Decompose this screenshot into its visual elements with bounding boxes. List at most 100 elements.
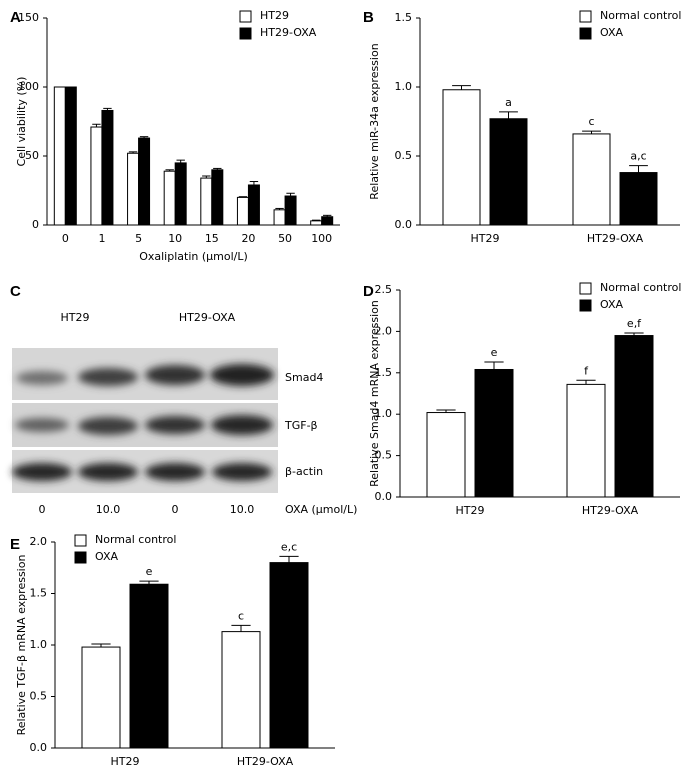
error-bar — [91, 643, 111, 648]
y-tick-label: 2.0 — [375, 324, 393, 337]
bar — [90, 126, 103, 226]
x-tick-label: 100 — [311, 232, 332, 245]
bar — [127, 152, 140, 226]
y-tick-label: 0.0 — [395, 218, 413, 231]
bar — [474, 368, 514, 498]
panel-letter: E — [10, 536, 20, 553]
band — [211, 415, 273, 435]
y-tick-label: 2.0 — [30, 535, 48, 548]
dose-label: 0 — [172, 503, 179, 516]
bar — [572, 133, 611, 226]
annotation: e — [491, 346, 498, 359]
panel-letter: C — [10, 283, 21, 300]
y-tick-label: 0.0 — [30, 741, 48, 754]
bar — [566, 383, 606, 498]
error-bar — [202, 175, 211, 179]
panel-letter: A — [10, 9, 21, 26]
x-axis-title: Oxaliplatin (μmol/L) — [139, 250, 248, 263]
x-tick-label: 15 — [205, 232, 219, 245]
band — [16, 371, 68, 385]
annotation: a — [505, 96, 512, 109]
error-bar — [452, 85, 471, 90]
y-tick-label: 0.5 — [375, 449, 393, 462]
bar — [211, 169, 224, 226]
bar — [81, 646, 121, 749]
error-bar — [238, 196, 248, 198]
error-bar — [103, 107, 112, 111]
band — [78, 417, 138, 435]
x-tick-label: 0 — [62, 232, 69, 245]
band — [212, 463, 272, 481]
legend-label: OXA — [600, 26, 623, 39]
annotation: e,f — [627, 317, 642, 330]
error-bar — [484, 361, 504, 370]
y-axis-title: Relative Smad4 mRNA expression — [368, 300, 381, 487]
error-bar — [311, 219, 321, 221]
error-bar — [322, 214, 332, 217]
annotation: e,c — [281, 540, 297, 553]
annotation: c — [238, 609, 244, 622]
y-tick-label: 1.5 — [395, 11, 413, 24]
error-bar — [275, 207, 284, 210]
bar — [53, 86, 66, 226]
legend-swatch — [239, 10, 252, 23]
error-bar — [165, 169, 174, 172]
y-tick-label: 0.5 — [30, 690, 48, 703]
error-bar — [624, 332, 644, 336]
bar — [442, 89, 481, 226]
band — [145, 365, 205, 385]
bar — [426, 412, 466, 498]
x-tick-label: HT29 — [471, 232, 500, 245]
bar — [129, 583, 169, 749]
legend-label: OXA — [600, 298, 623, 311]
error-bar — [279, 555, 299, 563]
legend-swatch — [239, 27, 252, 40]
annotation: e — [146, 565, 153, 578]
band — [15, 418, 69, 432]
chart: D 0.0 0.5 1.0 1.5 2.0 2.5 Relative Smad4 mRNA e… — [363, 281, 681, 517]
blot-panel: C HT29 HT29-OXA Smad4 TGF-β β-actin 0 10… — [10, 283, 357, 516]
dose-title: OXA (μmol/L) — [285, 503, 357, 516]
y-tick-label: 0 — [32, 218, 39, 231]
dose-label: 0 — [39, 503, 46, 516]
bar — [101, 109, 114, 226]
error-bar — [499, 111, 518, 119]
error-bar — [213, 167, 222, 170]
x-tick-label: HT29 — [456, 504, 485, 517]
x-tick-label: HT29-OXA — [587, 232, 644, 245]
x-tick-label: HT29 — [111, 755, 140, 768]
legend-swatch — [74, 534, 87, 547]
band — [78, 463, 138, 481]
error-bar — [249, 181, 259, 185]
band — [12, 463, 72, 481]
y-tick-label: 1.0 — [375, 407, 393, 420]
bar — [236, 196, 249, 226]
panel-letter: B — [363, 9, 374, 26]
y-tick-label: 100 — [18, 80, 39, 93]
x-tick-label: 1 — [98, 232, 105, 245]
annotation: f — [584, 364, 589, 377]
legend-swatch — [579, 10, 592, 23]
legend-swatch — [579, 282, 592, 295]
error-bar — [92, 123, 101, 128]
bar — [163, 170, 176, 226]
panel-letter: D — [363, 283, 374, 300]
y-axis-title: Relative TGF-β mRNA expression — [15, 555, 28, 736]
y-tick-label: 1.5 — [375, 366, 393, 379]
bar — [138, 137, 151, 226]
error-bar — [128, 151, 138, 154]
y-tick-label: 1.0 — [395, 80, 413, 93]
legend-swatch — [74, 551, 87, 564]
error-bar — [576, 379, 596, 385]
row-label: Smad4 — [285, 371, 323, 384]
y-tick-label: 2.5 — [375, 283, 393, 296]
error-bar — [629, 165, 648, 173]
bar — [489, 118, 528, 226]
bar — [273, 209, 286, 226]
x-tick-label: 5 — [135, 232, 142, 245]
error-bar — [176, 159, 185, 163]
y-axis-title: Relative miR-34a expression — [368, 43, 381, 199]
error-bar — [231, 624, 251, 632]
